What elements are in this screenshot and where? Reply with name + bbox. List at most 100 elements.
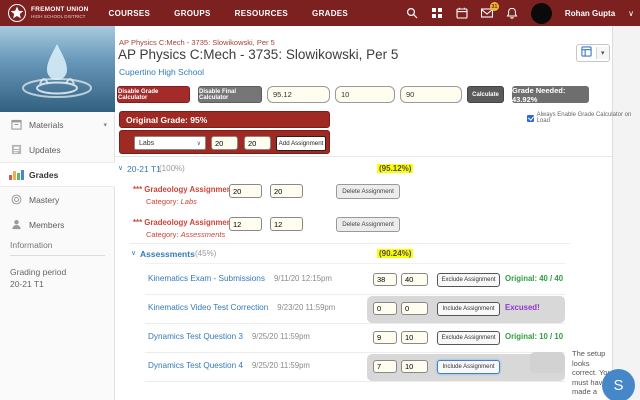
custom-possible-input[interactable] bbox=[270, 217, 303, 231]
assignment-possible-input[interactable] bbox=[401, 331, 428, 344]
exclude-assignment-button[interactable]: Exclude Assignment bbox=[437, 273, 500, 287]
category-label: Category: bbox=[146, 197, 181, 206]
chat-bubble[interactable] bbox=[530, 352, 565, 373]
grading-period: Grading period 20-21 T1 bbox=[10, 266, 66, 290]
mastery-target-icon bbox=[10, 194, 22, 206]
term-collapse-caret-icon[interactable]: ∨ bbox=[118, 165, 124, 172]
category-select-value: Labs bbox=[139, 139, 155, 147]
sidebar-item-label: Updates bbox=[29, 144, 61, 155]
materials-expand-caret-icon[interactable]: ▾ bbox=[103, 121, 107, 129]
term-row: ∨ 20-21 T1 (100%) (95.12%) bbox=[115, 162, 612, 178]
sidebar-item-updates[interactable]: Updates bbox=[0, 137, 115, 162]
category-label: Category: bbox=[146, 230, 181, 239]
category-weight: (45%) bbox=[195, 249, 217, 258]
apps-grid-icon[interactable] bbox=[431, 7, 443, 19]
grade-calculator-controls: Disable Grade Calculator Disable Final C… bbox=[115, 86, 612, 104]
category-sub-divider bbox=[145, 263, 565, 264]
disable-grade-calculator-button[interactable]: Disable Grade Calculator bbox=[117, 86, 190, 103]
materials-icon bbox=[10, 119, 22, 131]
chat-message: The setup looks correct. You must have m… bbox=[572, 349, 612, 396]
updates-icon bbox=[10, 144, 22, 156]
disable-final-calculator-button[interactable]: Disable Final Calculator bbox=[198, 86, 262, 103]
custom-possible-input[interactable] bbox=[270, 184, 303, 198]
section-divider bbox=[115, 156, 612, 157]
delete-assignment-button[interactable]: Delete Assignment bbox=[336, 217, 400, 232]
desired-grade-input[interactable] bbox=[400, 86, 462, 103]
nav-resources[interactable]: RESOURCES bbox=[234, 8, 289, 18]
members-person-icon bbox=[10, 219, 22, 231]
final-weight-input[interactable] bbox=[335, 86, 395, 103]
page-title: AP Physics C:Mech - 3735: Slowikowski, P… bbox=[118, 47, 399, 62]
add-points-earned-input[interactable] bbox=[211, 136, 238, 150]
sidebar-item-grades[interactable]: Grades bbox=[0, 162, 115, 187]
water-drop-image bbox=[22, 44, 92, 98]
category-row: ∨ Assessments (45%) (90.24%) bbox=[115, 247, 612, 263]
custom-earned-input[interactable] bbox=[229, 184, 262, 198]
category-link[interactable]: Assessments bbox=[140, 249, 195, 259]
grading-period-value: 20-21 T1 bbox=[10, 279, 44, 289]
sidebar-item-label: Materials bbox=[29, 119, 64, 130]
sidebar-item-members[interactable]: Members bbox=[0, 212, 115, 237]
assignment-due-date: 9/23/20 11:59pm bbox=[277, 303, 336, 312]
category-select[interactable]: Labs ∨ bbox=[134, 136, 206, 150]
sidebar-item-materials[interactable]: Materials ▾ bbox=[0, 112, 115, 137]
assignment-earned-input[interactable] bbox=[373, 273, 397, 286]
assignment-link[interactable]: Kinematics Video Test Correction bbox=[148, 303, 269, 312]
assignment-earned-input[interactable] bbox=[373, 302, 397, 315]
user-avatar[interactable] bbox=[530, 2, 552, 24]
grade-needed-badge: Grade Needed: 43.92% bbox=[512, 86, 589, 104]
assignment-name-line: Kinematics Video Test Correction 9/23/20 … bbox=[148, 303, 335, 312]
user-name[interactable]: Rohan Gupta bbox=[564, 8, 616, 18]
add-assignment-button[interactable]: Add Assignment bbox=[276, 136, 326, 151]
mail-button[interactable]: 31 bbox=[480, 2, 499, 19]
assignment-earned-input[interactable] bbox=[373, 331, 397, 344]
course-sidebar: Materials ▾ Updates Grades Mastery bbox=[0, 26, 115, 400]
assignment-link[interactable]: Kinematics Exam - Submissions bbox=[148, 274, 265, 283]
assignment-link[interactable]: Dynamics Test Question 4 bbox=[148, 361, 243, 370]
exclude-assignment-button[interactable]: Exclude Assignment bbox=[437, 331, 500, 345]
nav-groups[interactable]: GROUPS bbox=[174, 8, 211, 18]
assignment-possible-input[interactable] bbox=[401, 360, 428, 373]
mail-icon bbox=[480, 8, 493, 18]
sidebar-item-mastery[interactable]: Mastery bbox=[0, 187, 115, 212]
include-assignment-button[interactable]: Include Assignment bbox=[437, 302, 500, 316]
category-grade-highlight: (90.24%) bbox=[377, 249, 414, 258]
school-link[interactable]: Cupertino High School bbox=[119, 67, 205, 77]
custom-assignment-row: *** Gradeology Assignment *** Category: … bbox=[115, 214, 612, 246]
term-link[interactable]: 20-21 T1 bbox=[127, 164, 161, 174]
add-points-possible-input[interactable] bbox=[244, 136, 271, 150]
always-enable-label: Always Enable Grade Calculator on Load bbox=[536, 112, 632, 124]
user-menu-caret-icon[interactable]: ∨ bbox=[628, 8, 634, 18]
custom-earned-input[interactable] bbox=[229, 217, 262, 231]
assignment-earned-input[interactable] bbox=[373, 360, 397, 373]
breadcrumb[interactable]: AP Physics C:Mech - 3735: Slowikowski, P… bbox=[119, 38, 275, 47]
district-name: FREMONT UNION HIGH SCHOOL DISTRICT bbox=[31, 5, 89, 19]
bell-icon[interactable] bbox=[506, 7, 518, 19]
always-enable-checkbox[interactable] bbox=[527, 114, 534, 122]
calendar-icon[interactable] bbox=[456, 7, 468, 19]
assignment-possible-input[interactable] bbox=[401, 273, 428, 286]
calculate-button[interactable]: Calculate bbox=[467, 86, 504, 103]
nav-grades[interactable]: GRADES bbox=[312, 8, 349, 18]
assignment-excused-status: Excused! bbox=[505, 303, 540, 312]
search-icon[interactable] bbox=[406, 7, 418, 19]
include-assignment-button[interactable]: Include Assignment bbox=[437, 360, 500, 374]
view-options-caret-icon[interactable]: ▾ bbox=[596, 47, 609, 59]
grading-period-label: Grading period bbox=[10, 267, 67, 277]
mail-badge: 31 bbox=[489, 2, 499, 11]
nav-courses[interactable]: COURSES bbox=[108, 8, 151, 18]
category-collapse-caret-icon[interactable]: ∨ bbox=[131, 250, 137, 257]
chat-avatar-button[interactable]: S bbox=[602, 369, 635, 400]
assignment-link[interactable]: Dynamics Test Question 3 bbox=[148, 332, 243, 341]
current-grade-input[interactable] bbox=[267, 86, 330, 103]
view-options-button[interactable]: ▾ bbox=[576, 44, 610, 62]
course-cover-photo bbox=[0, 26, 115, 112]
district-logo[interactable]: FREMONT UNION HIGH SCHOOL DISTRICT bbox=[7, 3, 89, 23]
custom-assignment-row: *** Gradeology Assignment *** Category: … bbox=[115, 181, 612, 213]
assignment-possible-input[interactable] bbox=[401, 302, 428, 315]
district-emblem-icon bbox=[8, 4, 26, 22]
sidebar-item-label: Members bbox=[29, 219, 65, 230]
view-options-icon bbox=[577, 45, 596, 61]
delete-assignment-button[interactable]: Delete Assignment bbox=[336, 184, 400, 199]
assignment-original-status: Original: 40 / 40 bbox=[505, 274, 564, 283]
